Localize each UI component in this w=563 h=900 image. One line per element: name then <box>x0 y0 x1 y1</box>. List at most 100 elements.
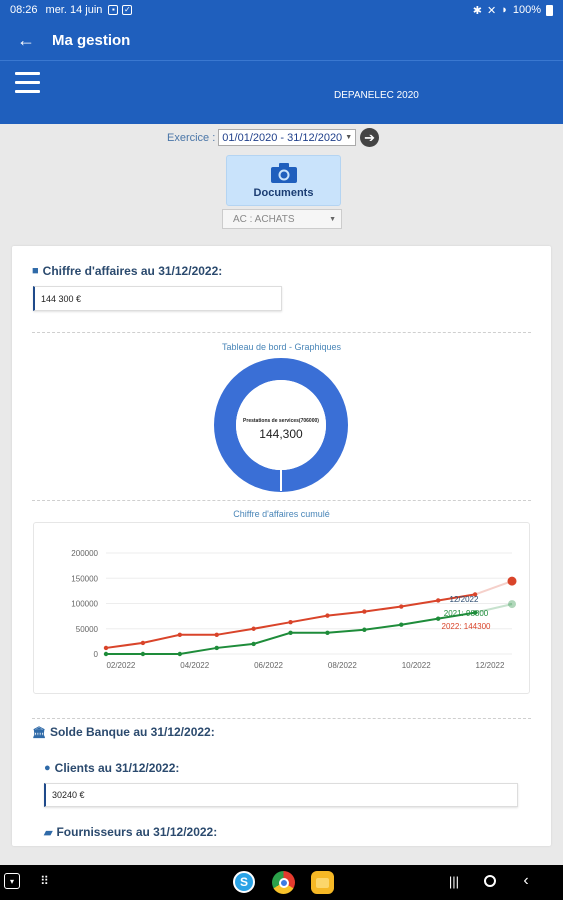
y-tick-label: 100000 <box>71 600 98 609</box>
skype-app-icon[interactable]: S <box>233 871 255 893</box>
y-tick-label: 50000 <box>76 625 99 634</box>
donut-chart: Prestations de services(706000) 144,300 <box>214 358 348 492</box>
donut-center-value: 144,300 <box>259 427 303 441</box>
x-tick-label: 12/2022 <box>476 661 505 670</box>
clients-value: 30240 € <box>52 790 85 800</box>
chiffre-affaires-value: 144 300 € <box>41 293 82 304</box>
chevron-down-icon: ▼ <box>345 134 353 141</box>
back-arrow-icon[interactable]: ← <box>17 29 35 50</box>
wifi-icon: ◗ <box>501 4 508 16</box>
exercice-select[interactable]: 01/01/2020 - 31/12/2020 ▼ <box>218 129 357 146</box>
data-point-2021 <box>214 645 219 651</box>
data-point-2022 <box>507 576 517 586</box>
check-notification-icon: ✓ <box>122 5 133 15</box>
battery-icon <box>546 4 553 16</box>
home-icon[interactable] <box>481 873 499 889</box>
camera-icon <box>270 163 297 183</box>
data-point-2021 <box>251 641 256 647</box>
journal-select[interactable]: AC : ACHATS ▼ <box>222 209 342 229</box>
cumul-chart-title: Chiffre d'affaires cumulé <box>233 509 330 519</box>
solde-banque-title: 🏛 Solde Banque au 31/12/2022: <box>32 725 215 739</box>
series-line-tail-2021 <box>474 603 513 614</box>
y-tick-label: 150000 <box>71 574 98 583</box>
data-point-2022 <box>214 632 219 638</box>
company-name: DEPANELEC 2020 <box>334 90 419 101</box>
x-tick-label: 08/2022 <box>328 661 357 670</box>
documents-label: Documents <box>253 187 314 199</box>
donut-hole <box>236 380 326 470</box>
cumul-line-chart: 0 50000 100000 150000 200000 02/2022 04/2022 06… <box>71 549 517 670</box>
data-point-2021 <box>288 630 293 635</box>
data-point-2022 <box>140 640 146 646</box>
donut-svg <box>214 358 348 492</box>
chiffre-affaires-label: Chiffre d'affaires au 31/12/2022: <box>42 264 223 278</box>
documents-button[interactable]: Documents <box>226 155 341 206</box>
x-tick-label: 06/2022 <box>254 661 283 670</box>
donut-center-label: Prestations de services(706000) <box>243 418 319 424</box>
data-point-2021 <box>508 600 516 609</box>
nav-back-icon[interactable]: ‹ <box>523 872 529 889</box>
divider <box>32 500 531 501</box>
hamburger-menu-icon[interactable] <box>15 72 40 94</box>
user-icon: ● <box>44 762 51 774</box>
clients-field: 30240 € <box>44 783 518 807</box>
tooltip-line: 2022: 144300 <box>442 622 491 631</box>
data-point-2022 <box>251 626 256 631</box>
exercice-value: 01/01/2020 - 31/12/2020 <box>222 131 343 144</box>
bank-icon: 🏛 <box>32 726 46 739</box>
data-point-2022 <box>399 604 404 609</box>
dashboard-title: Tableau de bord - Graphiques <box>221 342 342 352</box>
app-title: Ma gestion <box>52 31 131 49</box>
data-point-2022 <box>435 598 441 603</box>
data-point-2022 <box>362 609 367 614</box>
files-app-icon[interactable] <box>311 871 334 894</box>
series-line-tail-2022 <box>474 580 513 596</box>
data-point-2022 <box>288 619 293 625</box>
data-point-2021 <box>140 651 146 657</box>
chiffre-affaires-title: ■ Chiffre d'affaires au 31/12/2022: <box>32 264 222 278</box>
data-point-2021 <box>177 651 183 657</box>
divider <box>32 718 531 719</box>
status-date: mer. 14 juin <box>45 4 103 16</box>
y-tick-label: 0 <box>94 650 99 659</box>
data-point-2021 <box>325 630 330 635</box>
recent-apps-icon[interactable]: ||| <box>448 873 460 889</box>
status-bar: 08:26 mer. 14 juin ▪ ✓ ✱ ✕ ◗ 100% <box>0 0 563 20</box>
briefcase-icon: ■ <box>32 265 39 277</box>
tooltip-header: 12/2022 <box>450 595 479 604</box>
app-bar: ← Ma gestion <box>0 20 563 60</box>
fournisseurs-title: ▰ Fournisseurs au 31/12/2022: <box>44 825 217 839</box>
status-time: 08:26 <box>10 4 38 16</box>
x-tick-label: 04/2022 <box>180 661 209 670</box>
clients-title: ● Clients au 31/12/2022: <box>44 761 179 775</box>
data-point-2022 <box>472 592 478 597</box>
x-tick-label: 10/2022 <box>402 661 431 670</box>
data-point-2022 <box>325 613 330 618</box>
gallery-notification-icon: ▪ <box>108 5 119 15</box>
data-point-2021 <box>399 622 404 627</box>
journal-select-value: AC : ACHATS <box>233 213 295 225</box>
arrow-right-circle-icon[interactable]: ➔ <box>360 128 380 147</box>
chiffre-affaires-field: 144 300 € <box>33 286 282 311</box>
solde-banque-label: Solde Banque au 31/12/2022: <box>49 725 215 739</box>
company-header: DEPANELEC 2020 <box>0 60 563 124</box>
exercice-label: Exercice : <box>167 131 216 144</box>
dashboard-card: ■ Chiffre d'affaires au 31/12/2022: 144 … <box>12 246 551 846</box>
y-tick-label: 200000 <box>71 549 98 558</box>
chrome-app-icon[interactable] <box>272 871 295 894</box>
divider <box>32 332 531 333</box>
apps-grid-icon[interactable]: ⠿ <box>40 874 49 888</box>
x-tick-label: 02/2022 <box>106 661 135 670</box>
data-point-2021 <box>103 651 109 657</box>
fournisseurs-label: Fournisseurs au 31/12/2022: <box>56 825 218 839</box>
data-point-2021 <box>362 627 367 632</box>
battery-percentage: 100% <box>512 4 541 16</box>
bluetooth-icon: ✱ <box>472 4 482 17</box>
data-point-2022 <box>103 645 109 651</box>
cumul-chart-panel: 0 50000 100000 150000 200000 02/2022 04/2022 06… <box>33 522 530 694</box>
data-point-2021 <box>435 616 441 621</box>
clients-label: Clients au 31/12/2022: <box>54 761 180 775</box>
screenshot-icon[interactable]: ▾ <box>4 873 20 889</box>
data-point-2022 <box>177 632 183 638</box>
chevron-down-icon: ▼ <box>329 215 336 223</box>
